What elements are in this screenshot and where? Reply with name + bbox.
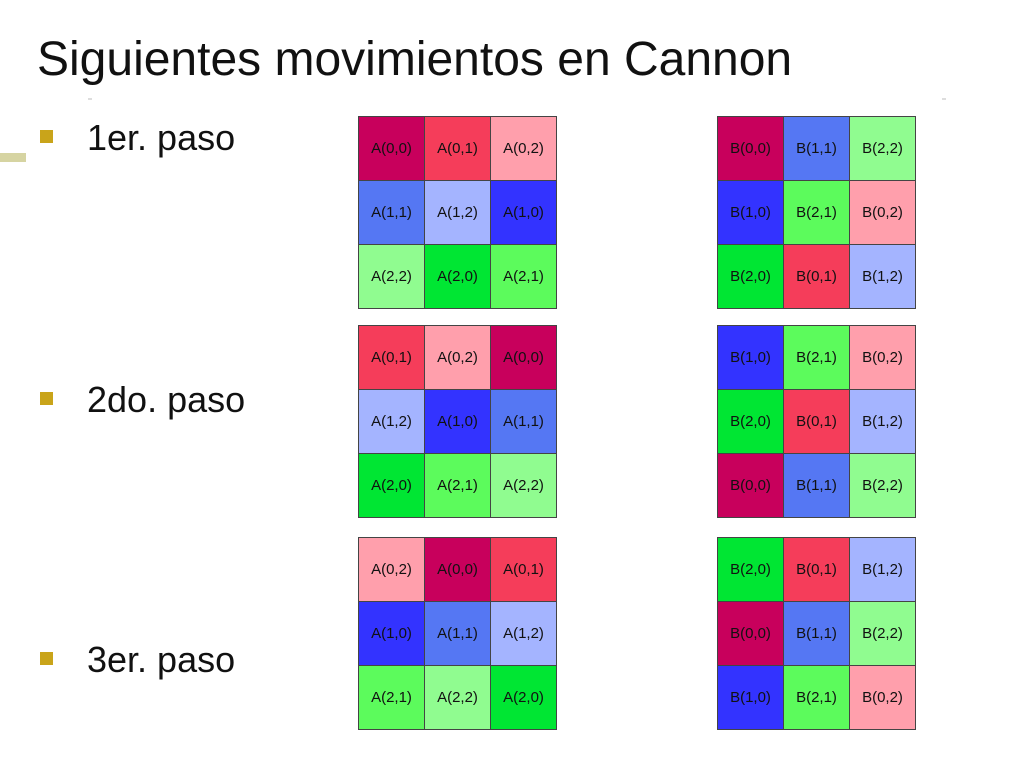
matrix-cell: B(0,0) [718, 602, 783, 665]
matrix-cell: B(2,2) [850, 454, 915, 517]
matrix-a-step-1: A(0,0) A(0,1) A(0,2) A(1,1) A(1,2) A(1,0) A(2,… [358, 116, 557, 309]
matrix-cell: B(1,0) [718, 326, 783, 389]
matrix-cell: A(0,0) [359, 117, 424, 180]
matrix-cell: A(0,0) [425, 538, 490, 601]
decorative-mark-left [88, 98, 92, 100]
matrix-cell: A(0,0) [491, 326, 556, 389]
matrix-cell: B(1,2) [850, 538, 915, 601]
matrix-cell: A(0,1) [359, 326, 424, 389]
matrix-cell: B(2,2) [850, 602, 915, 665]
matrix-b-step-3: B(2,0) B(0,1) B(1,2) B(0,0) B(1,1) B(2,2) B(1,… [717, 537, 916, 730]
matrix-cell: B(2,2) [850, 117, 915, 180]
matrix-cell: B(0,2) [850, 326, 915, 389]
decorative-rule [0, 153, 26, 162]
bullet-step-2: 2do. paso [40, 380, 270, 420]
matrix-cell: B(1,1) [784, 454, 849, 517]
matrix-cell: B(1,0) [718, 666, 783, 729]
matrix-cell: B(2,0) [718, 245, 783, 308]
matrix-cell: B(1,2) [850, 245, 915, 308]
matrix-cell: B(2,1) [784, 666, 849, 729]
matrix-cell: A(0,2) [491, 117, 556, 180]
matrix-b-step-2: B(1,0) B(2,1) B(0,2) B(2,0) B(0,1) B(1,2) B(0,… [717, 325, 916, 518]
matrix-cell: A(1,1) [491, 390, 556, 453]
matrix-cell: B(0,1) [784, 245, 849, 308]
matrix-cell: A(2,1) [491, 245, 556, 308]
step-label: 1er. paso [87, 117, 236, 158]
matrix-cell: B(0,2) [850, 666, 915, 729]
matrix-cell: A(2,1) [359, 666, 424, 729]
matrix-cell: B(0,1) [784, 390, 849, 453]
step-label: 2do. paso [87, 379, 246, 420]
bullet-step-1: 1er. paso [40, 118, 270, 158]
matrix-cell: A(1,0) [491, 181, 556, 244]
matrix-cell: B(0,0) [718, 117, 783, 180]
bullet-step-3: 3er. paso [40, 640, 270, 680]
matrix-cell: A(2,0) [425, 245, 490, 308]
matrix-cell: A(0,1) [491, 538, 556, 601]
matrix-cell: A(1,1) [359, 181, 424, 244]
matrix-cell: A(2,0) [491, 666, 556, 729]
matrix-cell: B(2,1) [784, 181, 849, 244]
matrix-cell: A(1,0) [425, 390, 490, 453]
matrix-cell: B(2,1) [784, 326, 849, 389]
matrix-cell: A(0,2) [425, 326, 490, 389]
matrix-b-step-1: B(0,0) B(1,1) B(2,2) B(1,0) B(2,1) B(0,2) B(2,… [717, 116, 916, 309]
matrix-cell: B(1,1) [784, 117, 849, 180]
matrix-cell: B(1,2) [850, 390, 915, 453]
matrix-cell: B(2,0) [718, 538, 783, 601]
matrix-cell: A(1,0) [359, 602, 424, 665]
matrix-cell: A(2,0) [359, 454, 424, 517]
matrix-cell: B(0,1) [784, 538, 849, 601]
matrix-cell: A(2,1) [425, 454, 490, 517]
matrix-cell: A(1,2) [491, 602, 556, 665]
step-label: 3er. paso [87, 639, 236, 680]
matrix-cell: B(0,2) [850, 181, 915, 244]
slide-title: Siguientes movimientos en Cannon [37, 33, 793, 86]
matrix-cell: A(0,2) [359, 538, 424, 601]
bullet-square-icon [40, 130, 53, 143]
matrix-cell: A(2,2) [425, 666, 490, 729]
matrix-a-step-3: A(0,2) A(0,0) A(0,1) A(1,0) A(1,1) A(1,2) A(2,… [358, 537, 557, 730]
matrix-cell: A(0,1) [425, 117, 490, 180]
matrix-cell: A(2,2) [491, 454, 556, 517]
matrix-cell: A(2,2) [359, 245, 424, 308]
matrix-cell: B(1,1) [784, 602, 849, 665]
matrix-cell: A(1,2) [425, 181, 490, 244]
matrix-cell: A(1,2) [359, 390, 424, 453]
bullet-square-icon [40, 392, 53, 405]
decorative-mark-right [942, 98, 946, 100]
matrix-cell: B(2,0) [718, 390, 783, 453]
matrix-cell: B(0,0) [718, 454, 783, 517]
matrix-a-step-2: A(0,1) A(0,2) A(0,0) A(1,2) A(1,0) A(1,1) A(2,… [358, 325, 557, 518]
bullet-square-icon [40, 652, 53, 665]
matrix-cell: A(1,1) [425, 602, 490, 665]
matrix-cell: B(1,0) [718, 181, 783, 244]
